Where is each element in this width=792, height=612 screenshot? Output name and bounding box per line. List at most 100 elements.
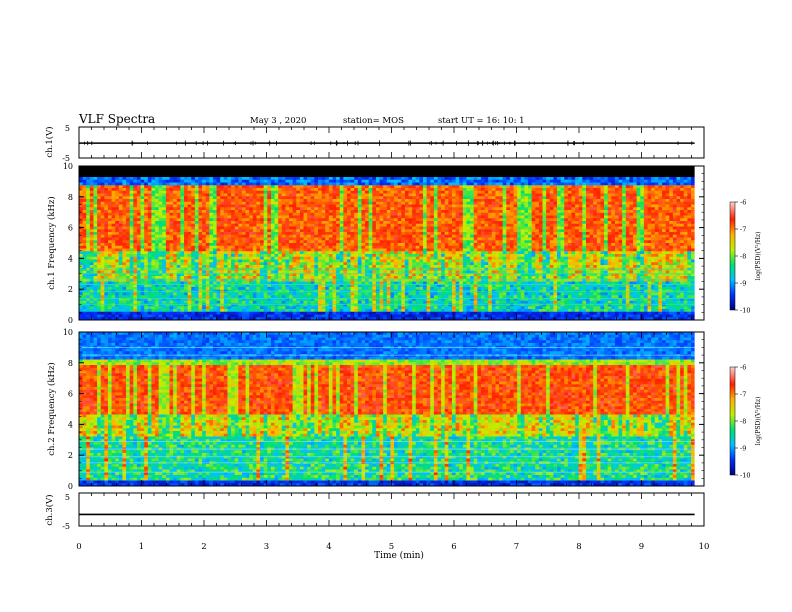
spectrogram-cell [343,240,348,244]
spectrogram-cell [267,248,272,252]
spectrogram-cell [169,182,174,186]
spectrogram-cell [346,221,351,225]
spectrogram-cell [289,232,294,236]
spectrogram-cell [194,210,199,214]
spectrogram-cell [198,171,203,175]
spectrogram-cell [151,226,156,230]
spectrogram-cell [100,212,105,216]
spectrogram-cell [252,251,257,255]
spectrogram-cell [270,292,275,296]
spectrogram-cell [339,298,344,302]
spectrogram-cell [354,174,359,178]
spectrogram-cell [231,309,236,313]
spectrogram-cell [321,190,326,194]
spectrogram-cell [303,309,308,313]
spectrogram-cell [307,245,312,249]
spectrogram-cell [270,306,275,310]
spectrogram-cell [194,262,199,266]
spectrogram-cell [104,212,109,216]
spectrogram-cell [212,193,218,197]
spectrogram-cell [336,193,341,197]
spectrogram-cell [375,256,380,260]
spectrogram-cell [379,248,384,252]
spectrogram-cell [307,210,312,214]
spectrogram-cell [292,284,297,288]
date-label: May 3 , 2020 [250,116,306,126]
spectrogram-cell [173,287,178,291]
spectrogram-cell [296,295,301,299]
spectrogram-cell [86,259,91,263]
spectrogram-cell [296,300,301,304]
spectrogram-cell [318,276,323,280]
spectrogram-cell [227,193,232,197]
spectrogram-cell [303,174,308,178]
spectrogram-cell [365,232,370,236]
spectrogram-cell [296,182,301,186]
spectrogram-cell [328,174,333,178]
spectrogram-cell [267,193,272,197]
spectrogram-cell [303,199,308,203]
spectrogram-cell [202,245,207,249]
spectrogram-cell [350,248,355,252]
spectrogram-cell [386,295,391,299]
spectrogram-cell [318,182,323,186]
spectrogram-cell [292,317,297,320]
spectrogram-cell [122,300,127,304]
spectrogram-cell [285,317,290,320]
spectrogram-cell [252,300,257,304]
spectrogram-cell [126,188,131,192]
spectrogram-cell [260,237,265,241]
spectrogram-cell [281,276,286,280]
spectrogram-cell [107,262,112,266]
spectrogram-cell [100,243,105,247]
spectrogram-cell [343,185,348,189]
spectrogram-cell [343,201,348,205]
spectrogram-cell [220,229,225,233]
spectrogram-cell [89,188,94,192]
spectrogram-cell [281,317,286,320]
spectrogram-cell [383,273,388,277]
spectrogram-cell [220,188,225,192]
spectrogram-cell [238,212,243,216]
spectrogram-cell [270,232,275,236]
spectrogram-cell [220,232,225,236]
spectrogram-cell [122,317,127,320]
spectrogram-cell [155,232,160,236]
spectrogram-cell [238,245,243,249]
spectrogram-cell [270,311,275,315]
spectrogram-cell [285,240,290,244]
spectrogram-cell [122,287,127,291]
spectrogram-cell [223,300,228,304]
spectrogram-cell [86,190,91,194]
spectrogram-cell [281,295,286,299]
spectrogram-cell [256,303,261,307]
spectrogram-cell [249,210,254,214]
spectrogram-cell [126,284,131,288]
spectrogram-cell [289,188,294,192]
spectrogram-cell [274,251,279,255]
spectrogram-cell [234,223,239,227]
spectrogram-cell [234,240,239,244]
spectrogram-cell [281,199,286,203]
spectrogram-cell [122,204,127,208]
spectrogram-cell [361,182,366,186]
spectrogram-cell [303,281,308,285]
spectrogram-cell [118,306,123,310]
spectrogram-cell [220,190,225,194]
spectrogram-cell [220,309,225,313]
spectrogram-cell [386,193,391,197]
spectrogram-cell [285,179,290,183]
spectrogram-cell [386,182,391,186]
spectrogram-cell [93,276,98,280]
spectrogram-cell [216,190,221,194]
spectrogram-cell [93,256,98,260]
spectrogram-cell [202,243,207,247]
spectrogram-cell [267,254,272,258]
spectrogram-cell [299,292,304,296]
spectrogram-cell [89,281,94,285]
spectrogram-cell [79,303,84,307]
spectrogram-cell [93,281,98,285]
spectrogram-cell [296,317,301,320]
spectrogram-cell [332,265,337,269]
spectrogram-cell [278,259,283,263]
